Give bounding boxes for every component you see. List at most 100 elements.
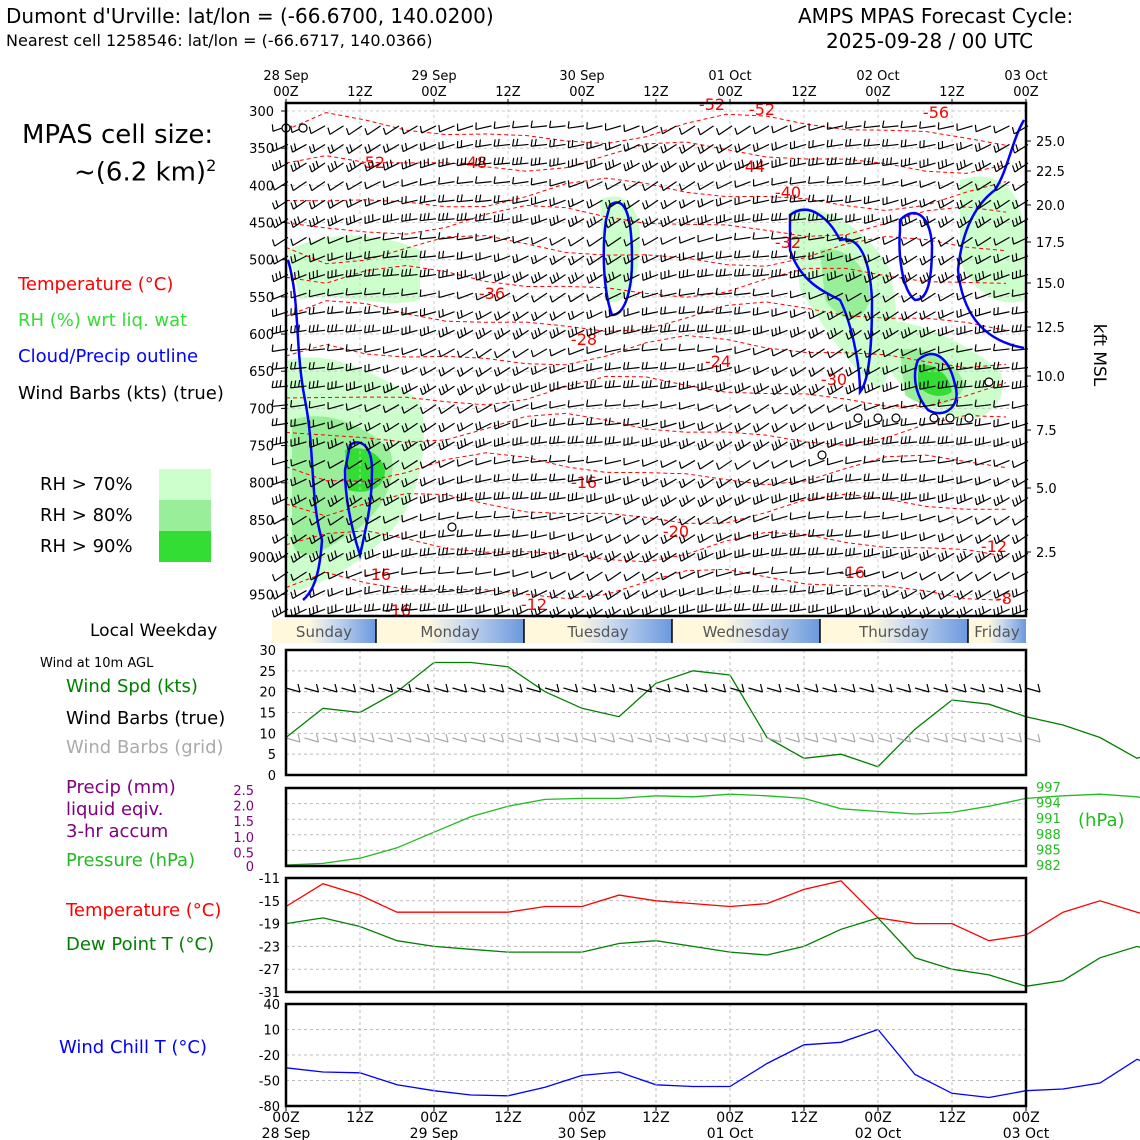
wind-barb [827,459,844,466]
wind-barb-flag [719,422,723,430]
wind-barb-flag [978,553,982,561]
wind-barb [422,404,437,415]
wind-barb-flag [774,441,778,449]
wind-barb [864,199,881,205]
wind-barb-flag [427,212,430,220]
wind-barb-flag [826,195,829,203]
wind-barb-flag [297,270,300,278]
wind-barb-flag [845,274,848,282]
wind-barb-flag [626,218,631,226]
wind-barb [587,162,603,170]
wind-barb-flag [734,425,738,433]
top-hour-label: 00Z [717,85,743,100]
wind-barb-flag [571,590,575,598]
wind-barb-flag [478,528,482,537]
wind-barb-flag [549,139,552,147]
wind-barb [661,590,677,598]
wind-barb-flag [715,199,718,207]
surface-wind-barb [415,687,430,693]
wind-barb-flag [626,608,630,616]
wind-speed-tick-label: 30 [259,644,276,659]
surface-wind-barb-flag [426,683,431,693]
wind-barb [329,162,344,173]
wind-barb-flag [771,368,775,376]
pressure-tick-label: 750 [249,440,274,455]
wind-barb-flag [756,213,759,221]
wind-barb-flag [907,215,911,223]
wind-barb-flag [626,272,630,280]
wind-barb-flag [608,590,612,598]
wind-barb [309,311,326,315]
wind-barb-flag [845,139,848,147]
wind-barb-flag [789,213,792,221]
wind-barb [364,348,381,353]
wind-barb-flag [848,311,852,319]
wind-barb-flag [293,553,298,561]
wind-barb-flag [345,306,348,314]
wind-barb [549,441,566,445]
wind-barb [642,366,659,370]
temperature-contour-label: -36 [479,284,505,303]
wind-barb [921,255,936,266]
wind-barb-flag [567,400,570,408]
wind-barb-flag [549,366,552,374]
wind-barb-flag [604,418,607,426]
wind-barb-flag [419,231,422,240]
wind-barb-flag [996,162,1000,170]
wind-barb [457,292,474,300]
wind-barb-flag [345,423,349,431]
wind-barb-flag [327,461,331,469]
wind-barb-flag [438,406,442,414]
wind-barb-flag [604,574,609,582]
wind-barb-flag [593,158,596,166]
rh-level-80: RH > 80% [40,505,133,526]
surface-wind-barb-flag [556,733,560,743]
wind-barb [292,590,307,600]
wind-barb-flag [1018,550,1022,558]
wind-barb-flag [604,310,607,318]
wind-barb-flag [830,492,833,500]
wind-barb [939,552,955,563]
wind-barb-flag [956,182,960,190]
wind-barb-flag [364,481,368,489]
wind-barb-flag [885,473,889,481]
wind-barb-flag [608,436,611,444]
wind-barb [551,590,566,600]
wind-barb [531,125,548,129]
wind-barb-flag [937,181,941,189]
wind-barb-flag [586,161,589,169]
wind-barb [384,404,400,414]
wind-barb-flag [663,552,667,560]
wind-barb [920,534,936,542]
wind-barb-flag [400,250,404,258]
wind-barb-flag [993,498,997,506]
wind-barb-flag [996,477,1000,485]
wind-barb [773,366,788,377]
wind-barb [976,515,992,525]
wind-barb-flag [367,306,371,314]
wind-barb-flag [826,387,831,395]
surface-wind-barb [600,737,615,743]
wind-barb-flag [611,159,615,167]
wind-barb-flag [867,529,870,537]
wind-barb-flag [456,213,459,221]
wind-barb-flag [549,591,553,599]
wind-barb [475,459,492,466]
wind-barb-flag [660,126,664,134]
wind-barb-flag [789,195,792,203]
wind-barb-flag [438,251,441,259]
wind-barb-flag [327,236,330,244]
wind-barb-flag [312,534,316,542]
wind-barb [310,571,326,581]
wind-barb-flag [401,480,405,488]
wind-barb-flag [941,436,944,444]
wind-barb [568,459,585,463]
wind-barb-flag [552,589,556,597]
wind-barb-flag [889,606,893,614]
wind-barb [660,311,677,315]
wind-barb-flag [586,201,590,209]
wind-barb [422,441,437,452]
wind-barb-flag [715,287,718,295]
wind-barb-flag [886,157,889,165]
wind-barb [717,181,733,190]
